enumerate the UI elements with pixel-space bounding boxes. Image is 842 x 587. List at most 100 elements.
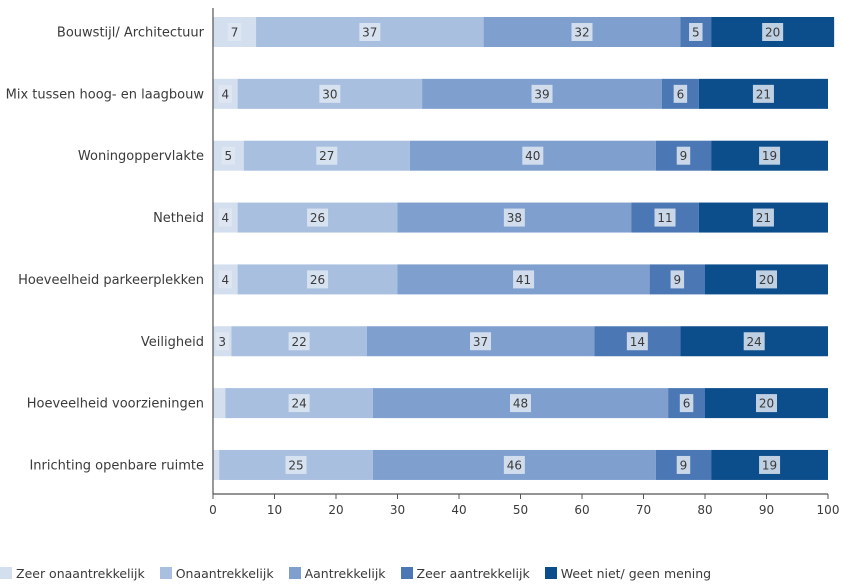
data-label: 48 [513, 397, 528, 411]
legend-item: Onaantrekkelijk [159, 566, 274, 581]
data-label-box [752, 84, 774, 103]
data-label: 46 [507, 458, 522, 472]
category-label: Bouwstijl/ Architectuur [57, 26, 205, 41]
data-label-box [679, 394, 694, 413]
x-tick-label: 10 [267, 503, 282, 517]
data-label: 20 [759, 397, 774, 411]
data-label: 9 [674, 273, 682, 287]
data-label: 24 [291, 397, 306, 411]
data-label-box [673, 84, 688, 103]
data-label-box [676, 455, 691, 474]
x-tick-label: 20 [328, 503, 343, 517]
data-label: 20 [765, 26, 780, 40]
x-tick-label: 0 [209, 503, 217, 517]
data-label-box [759, 146, 781, 165]
data-label-box [510, 394, 531, 413]
data-label: 22 [291, 335, 306, 349]
data-label-box [756, 394, 777, 413]
data-label-box [307, 270, 329, 289]
data-label-box [762, 23, 784, 41]
data-label-box [319, 84, 341, 103]
data-label-box [503, 455, 525, 474]
data-label-box [689, 23, 703, 41]
data-label: 14 [630, 335, 645, 349]
x-tick-label: 40 [451, 503, 466, 517]
bar-segment [213, 449, 220, 480]
data-label: 19 [762, 458, 777, 472]
data-label: 41 [516, 273, 531, 287]
data-label: 27 [319, 149, 334, 163]
data-label: 21 [756, 87, 771, 101]
data-label-box [218, 84, 233, 103]
data-label: 20 [759, 273, 774, 287]
legend-swatch [544, 567, 557, 579]
data-label: 21 [756, 211, 771, 225]
data-label-box [531, 84, 553, 103]
data-label: 5 [225, 149, 233, 163]
data-label-box [759, 455, 781, 474]
data-label-box [288, 332, 310, 351]
data-label-box [307, 208, 329, 227]
data-label: 9 [680, 458, 688, 472]
x-tick-label: 50 [513, 503, 528, 517]
data-label: 9 [680, 149, 688, 163]
data-label: 7 [231, 26, 239, 40]
data-label: 38 [507, 211, 522, 225]
legend-swatch [288, 567, 301, 579]
data-label: 30 [322, 87, 337, 101]
data-label: 24 [747, 335, 762, 349]
x-tick-label: 100 [817, 503, 840, 517]
data-label-box [670, 270, 685, 289]
data-label: 19 [762, 149, 777, 163]
category-label: Netheid [153, 211, 204, 226]
data-label-box [215, 332, 229, 351]
data-label: 6 [677, 87, 685, 101]
data-label: 32 [574, 26, 589, 40]
data-label-box [288, 394, 310, 413]
data-label-box [513, 270, 535, 289]
data-label-box [503, 208, 525, 227]
data-label: 11 [657, 211, 672, 225]
data-label: 4 [221, 211, 229, 225]
data-label-box [654, 208, 676, 227]
data-label-box [285, 455, 307, 474]
legend-item: Weet niet/ geen mening [544, 565, 712, 581]
data-label-box [676, 146, 691, 165]
data-label: 26 [310, 273, 325, 287]
x-tick-label: 70 [636, 503, 651, 517]
data-label-box [218, 270, 233, 289]
category-label: Hoeveelheid voorzieningen [27, 397, 204, 412]
x-tick-label: 80 [697, 503, 712, 517]
data-label-box [752, 208, 774, 227]
legend-label: Zeer onaantrekkelijk [16, 565, 145, 581]
category-label: Mix tussen hoog- en laagbouw [6, 87, 205, 102]
legend-swatch [0, 567, 12, 579]
data-label: 40 [525, 149, 540, 163]
data-label-box [221, 146, 236, 165]
legend-item: Zeer aantrekkelijk [400, 566, 530, 581]
legend-label: Weet niet/ geen mening [560, 565, 712, 581]
data-label: 25 [288, 458, 303, 472]
data-label-box [743, 332, 765, 351]
category-label: Veiligheid [141, 335, 204, 350]
data-label: 26 [310, 211, 325, 225]
data-label: 4 [221, 87, 229, 101]
legend-item: Zeer onaantrekkelijk [0, 566, 145, 581]
data-label-box [218, 208, 233, 227]
legend-label: Aantrekkelijk [304, 565, 386, 581]
legend-swatch [159, 567, 172, 579]
data-label-box [626, 332, 648, 351]
category-label: Woningoppervlakte [78, 149, 204, 164]
legend-item: Aantrekkelijk [288, 565, 386, 581]
category-label: Inrichting openbare ruimte [29, 458, 204, 473]
category-label: Hoeveelheid parkeerplekken [18, 273, 204, 288]
data-label: 39 [534, 87, 549, 101]
bar-segment [213, 388, 226, 419]
data-label: 37 [362, 26, 377, 40]
data-label-box [470, 332, 492, 351]
data-label: 5 [692, 26, 700, 40]
data-label-box [316, 146, 338, 165]
data-label-box [227, 23, 242, 41]
data-label-box [359, 23, 381, 41]
